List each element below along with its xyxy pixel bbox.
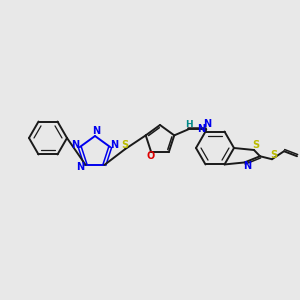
Text: S: S [252,140,260,150]
Text: N: N [76,162,85,172]
Text: N: N [197,124,206,134]
Text: N: N [110,140,118,150]
Text: N: N [92,127,100,136]
Text: H: H [185,120,193,129]
Text: O: O [146,151,154,161]
Text: N: N [203,119,211,129]
Text: N: N [71,140,79,150]
Text: S: S [270,150,278,160]
Text: S: S [122,140,129,150]
Text: N: N [243,161,252,172]
